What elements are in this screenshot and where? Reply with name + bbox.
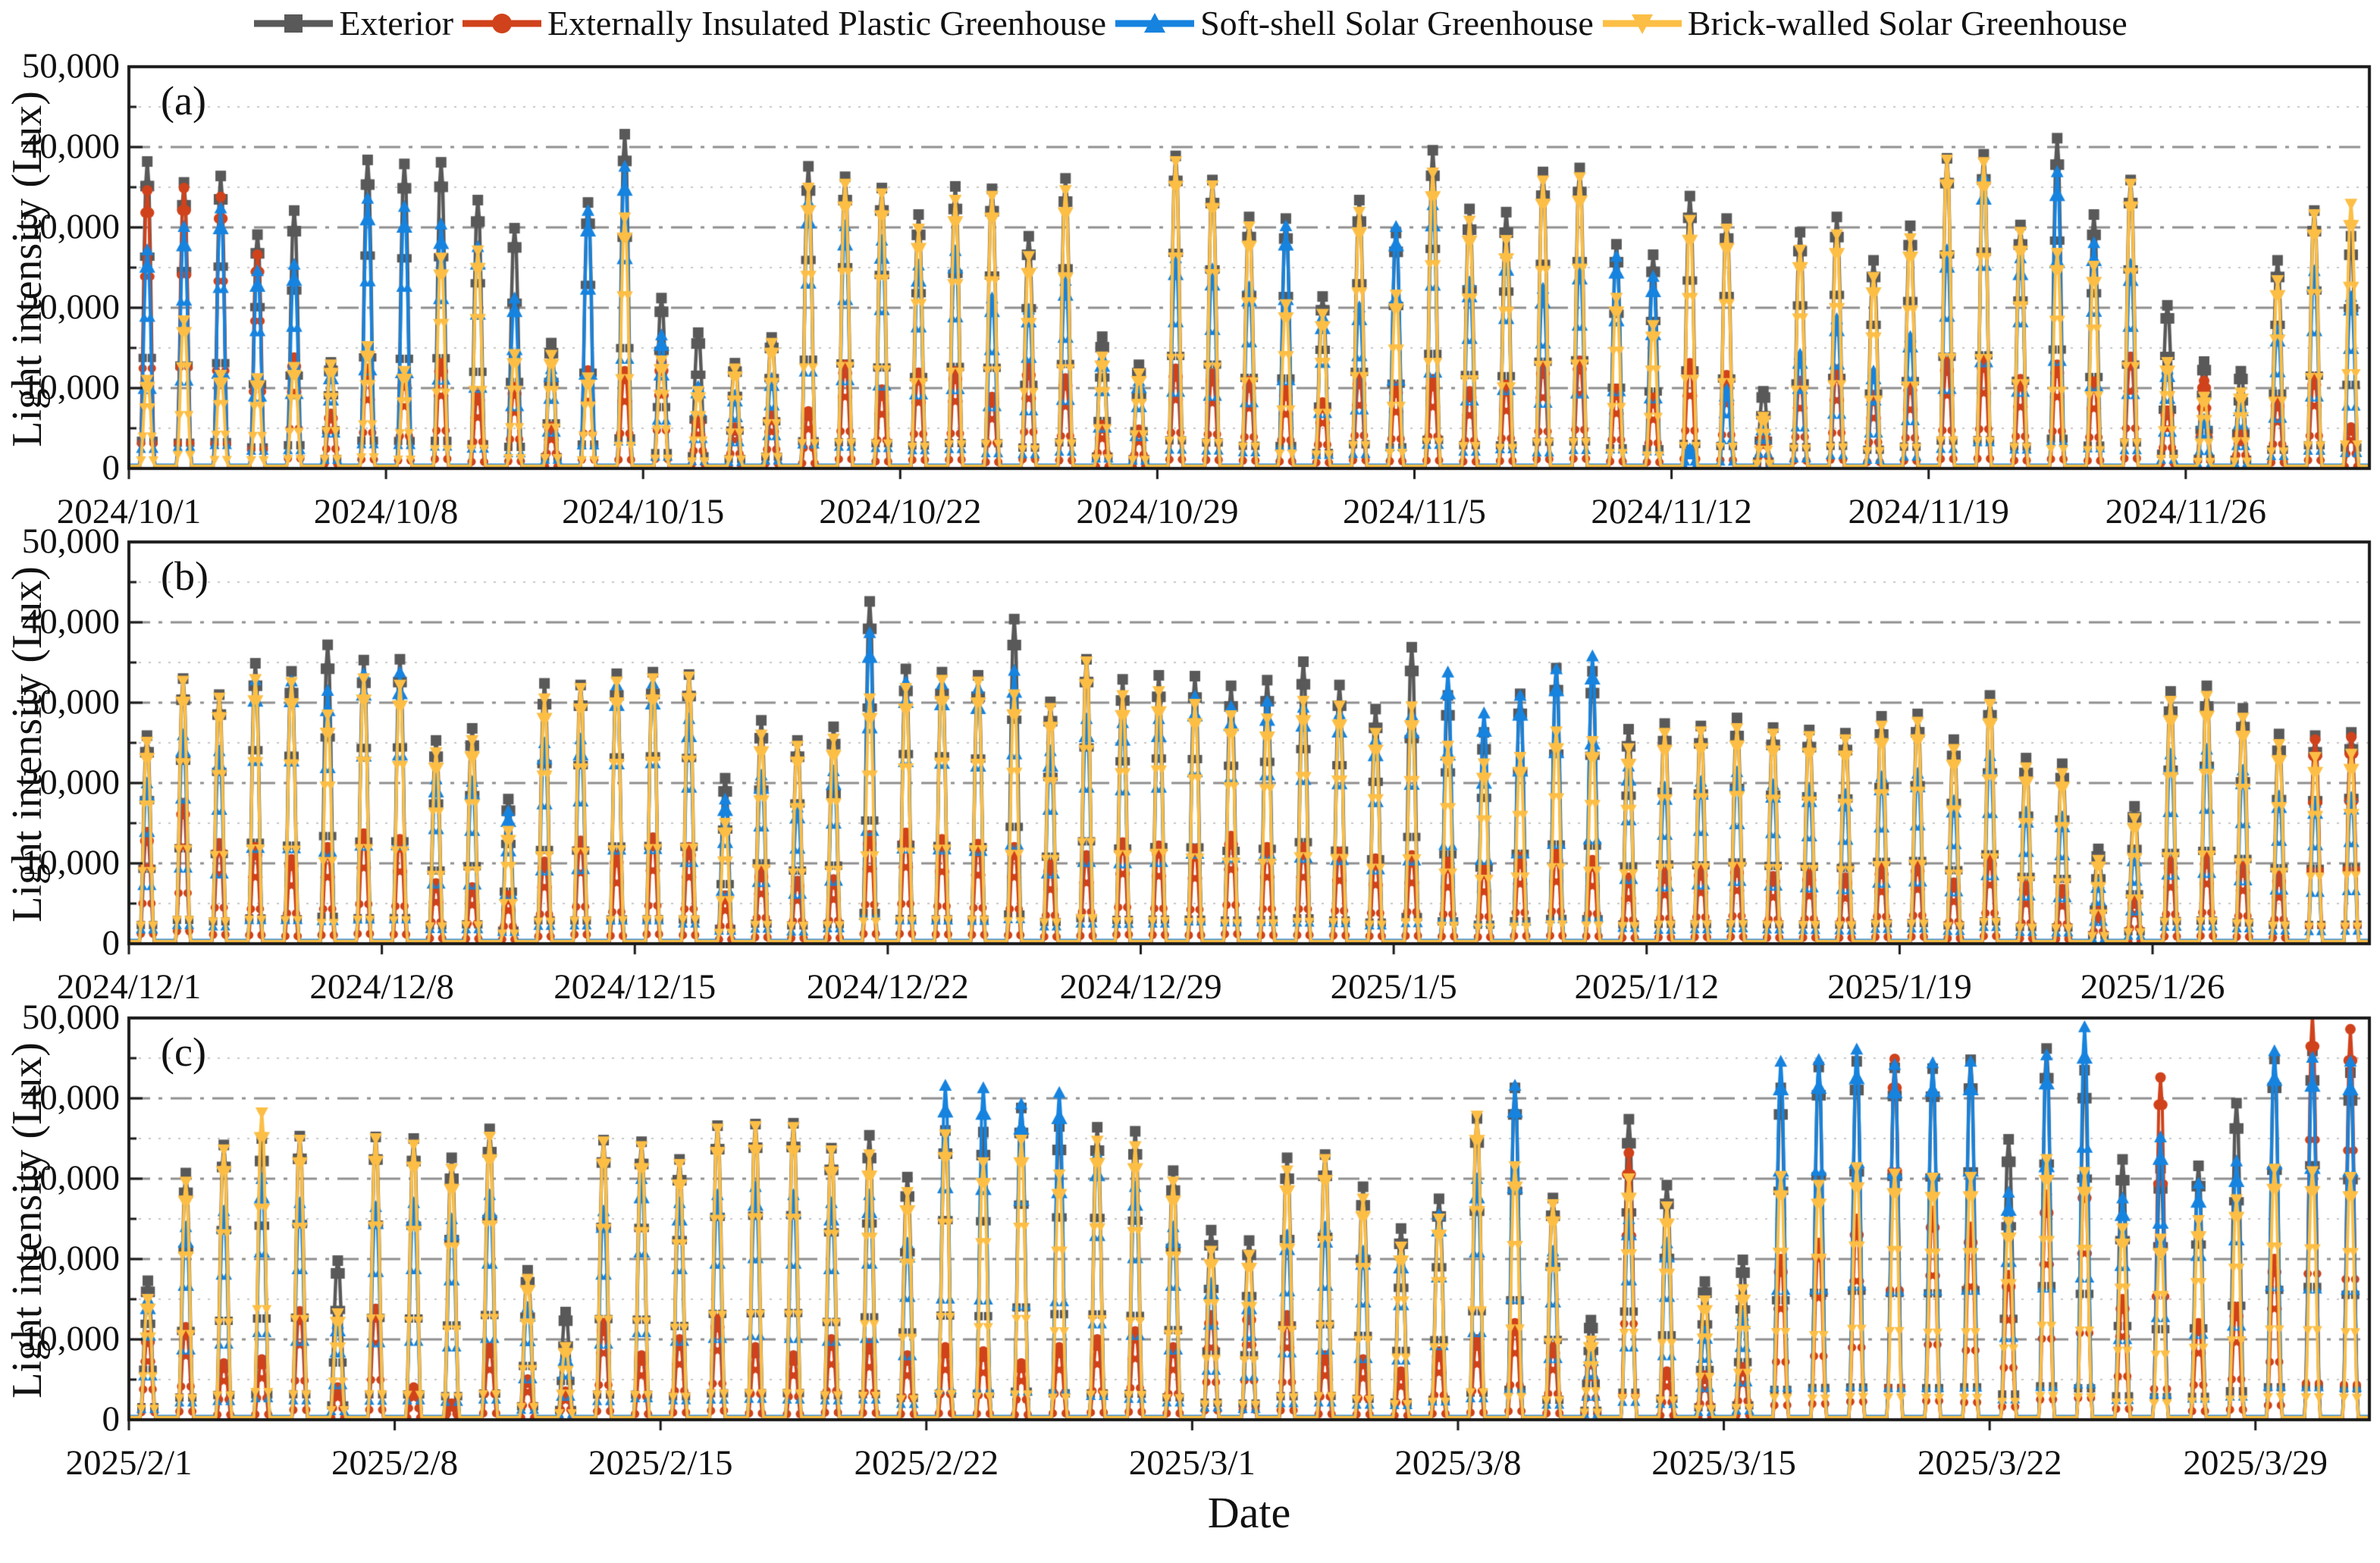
legend-item-plastic-greenhouse: Externally Insulated Plastic Greenhouse <box>461 6 1106 41</box>
x-tick-label: 2025/3/1 <box>1128 1443 1256 1483</box>
y-tick-label: 10,000 <box>21 1319 120 1358</box>
x-axis-title: Date <box>1207 1488 1291 1537</box>
x-tick-label: 2024/10/15 <box>562 492 725 531</box>
x-tick-label: 2024/12/22 <box>806 967 969 1007</box>
x-tick-label: 2025/2/22 <box>854 1443 999 1483</box>
legend-label-brick-greenhouse: Brick-walled Solar Greenhouse <box>1687 4 2128 42</box>
panel-letter-b: (b) <box>161 553 209 599</box>
x-tick-label: 2025/3/8 <box>1394 1443 1522 1483</box>
y-tick-label: 0 <box>102 1399 121 1439</box>
legend-label-plastic-greenhouse: Externally Insulated Plastic Greenhouse <box>547 4 1107 42</box>
panel-letter-a: (a) <box>161 78 206 124</box>
y-tick-label: 30,000 <box>21 207 120 246</box>
x-tick-label: 2024/12/8 <box>309 967 454 1007</box>
x-tick-label: 2025/1/26 <box>2080 967 2225 1007</box>
y-tick-label: 20,000 <box>21 1239 120 1278</box>
legend-item-exterior: Exterior <box>252 6 453 41</box>
brick-line-inverted-triangle-icon <box>1602 14 1682 34</box>
y-tick-label: 30,000 <box>21 682 120 722</box>
y-axis-label-panel-c: Light intensity (Lux) <box>4 1042 51 1399</box>
x-tick-label: 2025/1/12 <box>1574 967 1720 1007</box>
exterior-line-square-icon <box>254 14 334 33</box>
x-tick-label: 2024/10/1 <box>56 492 202 531</box>
x-tick-label: 2024/10/8 <box>313 492 459 531</box>
x-tick-label: 2024/10/29 <box>1076 492 1239 531</box>
y-tick-label: 40,000 <box>21 127 120 166</box>
x-tick-label: 2025/3/29 <box>2183 1443 2328 1483</box>
y-tick-label: 50,000 <box>21 522 120 561</box>
y-tick-label: 10,000 <box>21 368 120 407</box>
x-tick-label: 2024/12/29 <box>1059 967 1222 1007</box>
legend-item-brick-greenhouse: Brick-walled Solar Greenhouse <box>1601 6 2128 41</box>
x-tick-label: 2025/3/15 <box>1651 1443 1796 1483</box>
y-tick-label: 20,000 <box>21 763 120 802</box>
y-tick-label: 30,000 <box>21 1158 120 1198</box>
y-tick-label: 10,000 <box>21 843 120 882</box>
chart-legend: Exterior Externally Insulated Plastic Gr… <box>0 6 2380 41</box>
x-tick-label: 2024/11/5 <box>1343 492 1486 531</box>
panel-letter-c: (c) <box>161 1029 206 1075</box>
legend-item-soft-shell-greenhouse: Soft-shell Solar Greenhouse <box>1114 6 1594 41</box>
x-tick-label: 2025/2/1 <box>65 1443 193 1483</box>
x-tick-label: 2024/11/26 <box>2105 492 2266 531</box>
x-tick-label: 2024/12/15 <box>553 967 717 1007</box>
x-tick-label: 2024/12/1 <box>56 967 202 1007</box>
x-tick-label: 2024/11/19 <box>1848 492 2009 531</box>
y-tick-label: 20,000 <box>21 287 120 327</box>
x-tick-label: 2024/10/22 <box>819 492 982 531</box>
x-tick-label: 2025/2/8 <box>331 1443 459 1483</box>
y-tick-label: 50,000 <box>21 998 120 1037</box>
x-tick-label: 2024/11/12 <box>1591 492 1752 531</box>
y-tick-label: 40,000 <box>21 1078 120 1117</box>
x-tick-label: 2025/3/22 <box>1917 1443 2062 1483</box>
y-axis-label-panel-a: Light intensity (Lux) <box>4 91 51 447</box>
x-tick-label: 2025/1/5 <box>1330 967 1457 1007</box>
legend-label-exterior: Exterior <box>339 4 454 42</box>
legend-label-soft-shell-greenhouse: Soft-shell Solar Greenhouse <box>1200 4 1594 42</box>
y-tick-label: 50,000 <box>21 46 120 86</box>
y-tick-label: 0 <box>102 923 121 963</box>
y-tick-label: 0 <box>102 448 121 487</box>
x-tick-label: 2025/2/15 <box>588 1443 733 1483</box>
plastic-line-circle-icon <box>463 14 542 33</box>
x-tick-label: 2025/1/19 <box>1827 967 1972 1007</box>
y-tick-label: 40,000 <box>21 602 120 641</box>
soft-shell-line-triangle-icon <box>1115 13 1195 33</box>
y-axis-label-panel-b: Light intensity (Lux) <box>4 566 51 922</box>
